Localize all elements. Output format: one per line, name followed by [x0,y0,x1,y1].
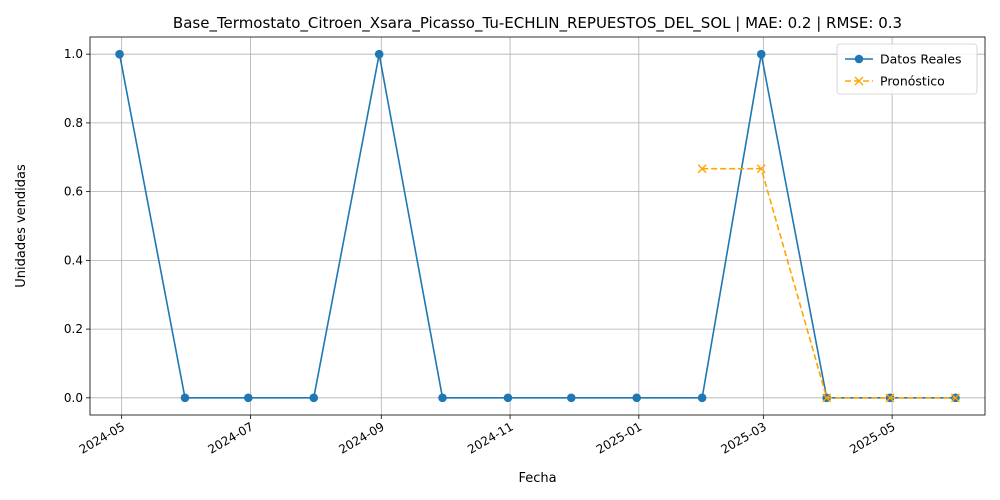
data-point [503,393,513,403]
data-point [697,164,707,174]
data-point [566,393,576,403]
data-point [756,164,766,174]
data-point [309,393,319,403]
series-pronostico [697,164,960,403]
data-point [822,393,832,403]
data-point [438,393,447,403]
legend-label: Pronóstico [880,74,945,89]
data-point [756,49,766,59]
data-point [180,393,190,403]
data-point [374,49,384,59]
y-tick-label: 0.8 [64,116,83,130]
plot-area [89,36,986,416]
legend-marker [854,54,864,64]
data-point [115,49,124,59]
chart-title: Base_Termostato_Citroen_Xsara_Picasso_Tu… [173,14,902,33]
legend-label: Datos Reales [880,52,961,67]
y-tick-label: 0.0 [64,391,83,405]
y-tick-label: 0.2 [64,322,83,336]
series-layer [115,49,960,403]
data-point [632,393,642,403]
legend-marker [854,76,864,86]
series-line [118,54,956,399]
legend: Datos Reales Pronóstico [836,43,978,95]
y-tick-label: 0.6 [64,185,83,199]
data-point [885,393,895,403]
y-tick-label: 1.0 [64,47,83,61]
x-axis-label: Fecha [518,471,556,486]
data-point [697,393,707,403]
data-point [950,393,960,403]
y-axis-label: Unidades vendidas [14,164,29,288]
data-point [244,393,253,403]
y-tick-label: 0.4 [64,253,83,267]
